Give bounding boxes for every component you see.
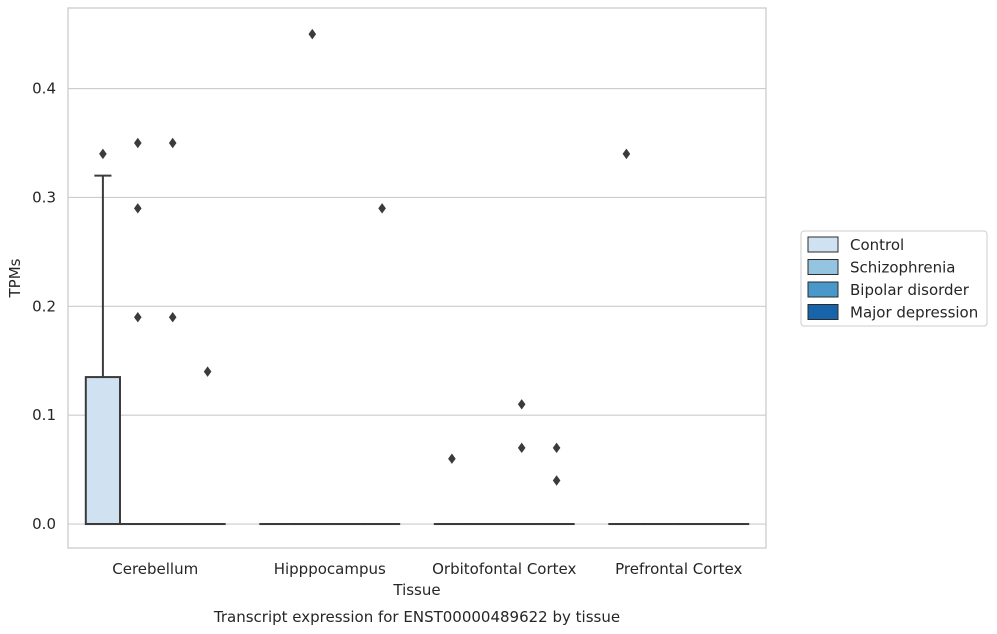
box-iqr [84, 376, 122, 526]
x-tick-label: Hipppocampus [274, 560, 386, 578]
x-axis-title: Tissue [392, 581, 440, 599]
outlier-point [378, 203, 386, 214]
outlier-point [308, 28, 317, 40]
x-tick-label: Orbitofontal Cortex [432, 560, 576, 578]
outlier-point [203, 366, 212, 377]
legend-label: Control [850, 236, 904, 254]
outlier-point [552, 442, 561, 454]
outlier-point [517, 442, 526, 454]
legend-label: Bipolar disorder [850, 281, 970, 299]
x-axis-ticks: Cerebellum Hipppocampus Orbitofontal Corte… [112, 560, 742, 578]
gridlines [68, 87, 766, 525]
outlier-point [517, 399, 526, 410]
outlier-point [134, 203, 142, 214]
y-axis-ticks: 0.0 0.1 0.2 0.3 0.4 [32, 80, 56, 533]
legend: Control Schizophrenia Bipolar disorder Majo… [800, 230, 988, 327]
y-tick-label: 0.3 [32, 188, 56, 206]
boxes [84, 174, 750, 526]
y-tick-label: 0.0 [32, 515, 56, 533]
legend-swatch [807, 304, 839, 320]
outlier-point [168, 137, 177, 149]
outliers [99, 28, 631, 486]
y-axis-title: TPMs [6, 258, 24, 298]
legend-swatch [807, 236, 839, 253]
legend-items: Control Schizophrenia Bipolar disorder Majo… [807, 236, 978, 322]
outlier-point [552, 475, 561, 486]
outlier-point [99, 148, 107, 160]
outlier-point [622, 148, 631, 160]
y-tick-label: 0.1 [32, 406, 56, 424]
legend-swatch [807, 281, 839, 298]
box-control [84, 174, 122, 526]
legend-label: Major depression [850, 304, 978, 322]
y-tick-label: 0.2 [32, 297, 56, 315]
chart-title: Transcript expression for ENST0000048962… [213, 608, 620, 626]
legend-frame [800, 230, 988, 327]
x-tick-label: Prefrontal Cortex [615, 560, 742, 578]
x-tick-label: Cerebellum [112, 560, 198, 578]
y-tick-label: 0.4 [32, 80, 56, 98]
outlier-point [134, 137, 142, 149]
outlier-point [134, 311, 142, 323]
legend-label: Schizophrenia [850, 259, 955, 277]
legend-swatch [807, 259, 839, 275]
outlier-point [448, 453, 456, 464]
plot-area [67, 7, 767, 549]
outlier-point [168, 311, 177, 323]
